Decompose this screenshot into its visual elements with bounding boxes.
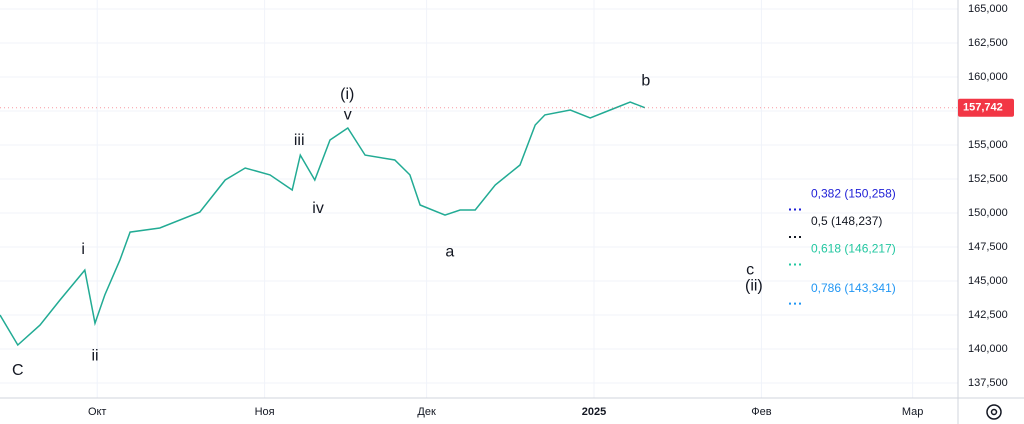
y-tick-label: 150,000	[968, 207, 1008, 219]
wave-label: b	[641, 72, 650, 89]
y-tick-label: 147,500	[968, 241, 1008, 253]
y-tick-label: 165,000	[968, 3, 1008, 15]
wave-label: iii	[294, 132, 305, 149]
y-tick-label: 160,000	[968, 71, 1008, 83]
x-tick-label: Ноя	[255, 406, 275, 418]
wave-label: c	[746, 261, 754, 278]
wave-label: (i)	[340, 86, 354, 103]
settings-button[interactable]	[986, 404, 1002, 420]
overlay: 137,500 140,000 142,500 145,000 147,500 150,0…	[0, 3, 1014, 418]
wave-label: v	[344, 106, 352, 123]
y-tick-label: 155,000	[968, 139, 1008, 151]
x-tick-label: 2025	[582, 406, 606, 418]
y-tick-label: 140,000	[968, 343, 1008, 355]
wave-label: C	[12, 362, 24, 379]
fib-label: 0,618 (146,217)	[811, 242, 896, 256]
y-tick-label: 145,000	[968, 275, 1008, 287]
wave-label: ii	[91, 348, 98, 365]
x-tick-label: Дек	[417, 406, 436, 418]
settings-icon-center	[990, 408, 998, 416]
wave-label: a	[445, 244, 454, 261]
wave-label: (ii)	[745, 278, 763, 295]
last-price-label: 157,742	[963, 102, 1003, 114]
x-tick-label: Окт	[88, 406, 107, 418]
fib-label: 0,786 (143,341)	[811, 281, 896, 295]
y-tick-label: 142,500	[968, 309, 1008, 321]
wave-label: iv	[312, 200, 324, 217]
y-tick-label: 152,500	[968, 173, 1008, 185]
y-tick-label: 162,500	[968, 37, 1008, 49]
wave-label: i	[81, 241, 85, 258]
x-tick-label: Мар	[902, 406, 924, 418]
last-price-box	[958, 98, 1014, 117]
y-tick-label: 137,500	[968, 377, 1008, 389]
price-line	[0, 101, 646, 347]
fib-label: 0,5 (148,237)	[811, 214, 882, 228]
fib-label: 0,382 (150,258)	[811, 187, 896, 201]
x-tick-label: Фев	[751, 406, 771, 418]
settings-icon	[986, 404, 1002, 420]
